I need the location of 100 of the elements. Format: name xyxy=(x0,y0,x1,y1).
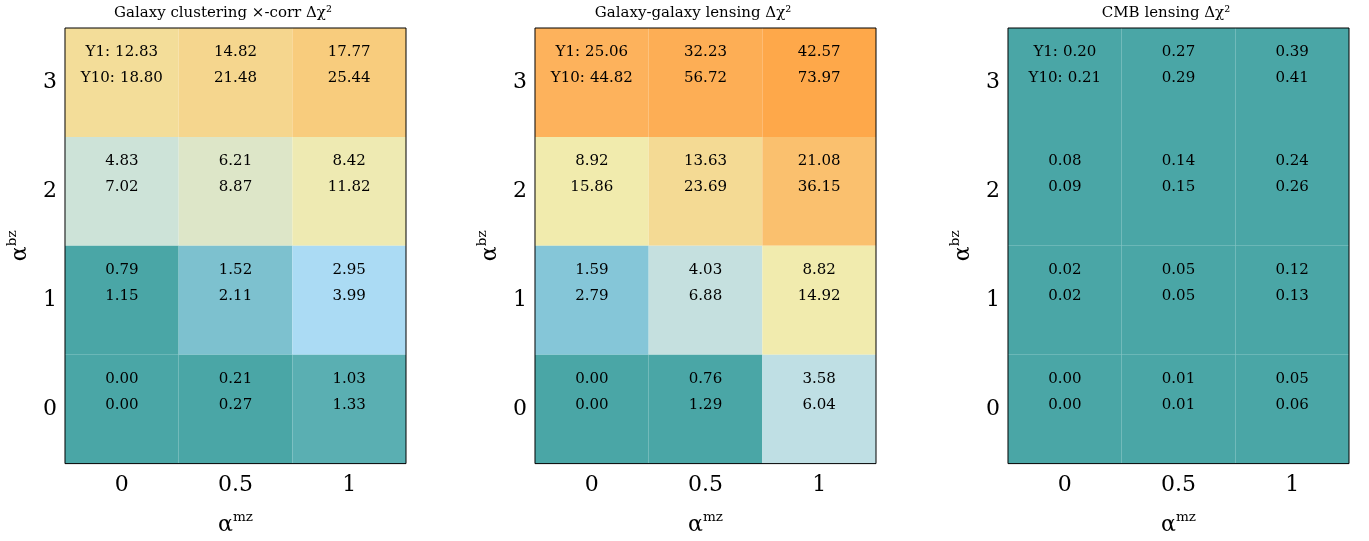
data-label: 8.92 xyxy=(575,151,609,170)
y-axis-title: αbz xyxy=(946,230,974,262)
data-label: 0.05 xyxy=(1161,260,1196,279)
annotation: 73.97 xyxy=(797,68,841,87)
y-tick-label: 1 xyxy=(513,285,527,311)
y-tick-label: 2 xyxy=(986,177,1000,203)
annotation: 21.48 xyxy=(214,68,257,87)
annotation: 1.29 xyxy=(688,395,723,414)
annotation: 3.99 xyxy=(332,286,366,305)
y-tick-label: 2 xyxy=(513,177,527,203)
y-tick-label: 0 xyxy=(986,394,1000,420)
data-label: 0.08 xyxy=(1048,151,1082,170)
data-label: 8.42 xyxy=(332,151,366,170)
x-tick-label: 0 xyxy=(584,470,599,496)
annotation: 1.15 xyxy=(105,286,139,305)
annotation: 7.02 xyxy=(105,177,139,196)
x-tick-label: 1 xyxy=(1285,470,1300,496)
y-axis-title: αbz xyxy=(3,230,31,262)
annotation: 0.00 xyxy=(1048,395,1082,414)
annotation: 18.80 xyxy=(119,68,163,87)
y-tick-label: 0 xyxy=(513,394,527,420)
chart-title: Galaxy-galaxy lensing Δχ² xyxy=(594,2,792,21)
annotation: 0.41 xyxy=(1275,68,1309,87)
data-label: 42.57 xyxy=(797,42,841,61)
data-label: 12.83 xyxy=(115,42,159,61)
x-tick-label: 0.5 xyxy=(1161,470,1196,496)
annotation: 14.92 xyxy=(797,286,841,305)
y-tick-label: 2 xyxy=(43,177,57,203)
annotation: Y10: xyxy=(549,68,585,87)
annotation: Y1: xyxy=(1032,42,1058,61)
x-tick-label: 0.5 xyxy=(688,470,723,496)
annotation: Y1: xyxy=(84,42,111,61)
annotation: 0.26 xyxy=(1275,177,1309,196)
annotation: 0.06 xyxy=(1275,395,1309,414)
annotation: 15.86 xyxy=(570,177,614,196)
y-tick-label: 3 xyxy=(513,68,527,94)
data-label: 0.05 xyxy=(1275,369,1309,388)
data-label: 17.77 xyxy=(327,42,371,61)
chart-title: CMB lensing Δχ² xyxy=(1101,2,1231,21)
annotation: 0.05 xyxy=(1161,286,1196,305)
data-label: 0.79 xyxy=(105,260,139,279)
data-label: 1.03 xyxy=(332,369,366,388)
y-tick-label: 3 xyxy=(43,68,57,94)
data-label: 0.24 xyxy=(1275,151,1309,170)
annotation: 11.82 xyxy=(327,177,371,196)
data-label: 0.02 xyxy=(1048,260,1082,279)
annotation: 0.15 xyxy=(1161,177,1196,196)
data-label: 3.58 xyxy=(802,369,836,388)
annotation: 2.11 xyxy=(218,286,253,305)
data-label: 25.06 xyxy=(585,42,629,61)
y-tick-label: 1 xyxy=(986,285,1000,311)
annotation: 44.82 xyxy=(589,68,633,87)
data-label: 0.27 xyxy=(1161,42,1196,61)
y-axis-title: αbz xyxy=(473,230,501,262)
annotation: 2.79 xyxy=(575,286,609,305)
annotation: Y10: xyxy=(1027,68,1063,87)
x-tick-label: 1 xyxy=(342,470,357,496)
data-label: 2.95 xyxy=(332,260,366,279)
annotation: 0.02 xyxy=(1048,286,1082,305)
annotation: 6.04 xyxy=(802,395,836,414)
annotation: 0.13 xyxy=(1275,286,1309,305)
annotation: 0.00 xyxy=(575,395,609,414)
data-label: 14.82 xyxy=(214,42,257,61)
data-label: 1.52 xyxy=(218,260,253,279)
data-label: 1.59 xyxy=(575,260,609,279)
data-label: 4.03 xyxy=(688,260,723,279)
x-tick-label: 0.5 xyxy=(218,470,253,496)
annotation: 6.88 xyxy=(688,286,723,305)
data-label: 0.14 xyxy=(1161,151,1196,170)
annotation: 0.01 xyxy=(1161,395,1196,414)
data-label: 0.00 xyxy=(105,369,139,388)
data-label: 0.00 xyxy=(1048,369,1082,388)
data-label: 21.08 xyxy=(797,151,841,170)
x-tick-label: 1 xyxy=(812,470,827,496)
annotation: 0.27 xyxy=(218,395,253,414)
annotation: Y1: xyxy=(554,42,581,61)
annotation: Y10: xyxy=(79,68,115,87)
annotation: 0.29 xyxy=(1161,68,1196,87)
data-label: 0.01 xyxy=(1161,369,1196,388)
data-label: 6.21 xyxy=(218,151,253,170)
data-label: 0.76 xyxy=(688,369,723,388)
annotation: 0.21 xyxy=(1067,68,1102,87)
chart-title: Galaxy clustering ×-corr Δχ² xyxy=(114,2,332,21)
data-label: 4.83 xyxy=(105,151,139,170)
y-tick-label: 3 xyxy=(986,68,1000,94)
x-tick-label: 0 xyxy=(114,470,129,496)
data-label: 0.12 xyxy=(1275,260,1309,279)
data-label: 0.39 xyxy=(1275,42,1309,61)
y-tick-label: 0 xyxy=(43,394,57,420)
data-label: 13.63 xyxy=(684,151,727,170)
data-label: 0.21 xyxy=(218,369,253,388)
annotation: 1.33 xyxy=(332,395,366,414)
y-tick-label: 1 xyxy=(43,285,57,311)
annotation: 23.69 xyxy=(684,177,727,196)
annotation: 0.09 xyxy=(1048,177,1082,196)
annotation: 56.72 xyxy=(684,68,727,87)
data-label: 8.82 xyxy=(802,260,836,279)
annotation: 36.15 xyxy=(797,177,841,196)
data-label: 32.23 xyxy=(684,42,727,61)
data-label: 0.20 xyxy=(1062,42,1097,61)
